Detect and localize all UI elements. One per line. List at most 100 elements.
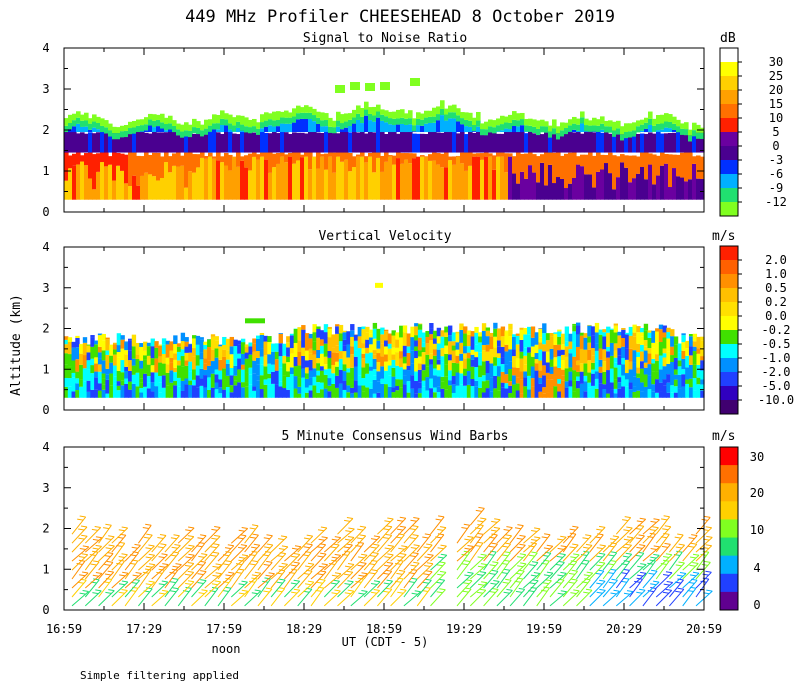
wind-barb-feather (410, 547, 417, 549)
velocity-cell (342, 364, 347, 372)
wind-barb-feather (582, 537, 589, 540)
wind-barb-feather (477, 520, 484, 523)
snr-cell (400, 153, 405, 164)
snr-cell (504, 116, 509, 123)
snr-cell (616, 177, 621, 200)
snr-cell (592, 187, 597, 200)
velocity-cell (451, 332, 457, 342)
snr-cell (296, 119, 301, 133)
wind-barb (655, 516, 670, 535)
velocity-cell (564, 356, 570, 369)
velocity-cell (192, 356, 197, 370)
velocity-cell (229, 336, 235, 347)
velocity-cell (380, 383, 385, 398)
velocity-cell (685, 367, 690, 380)
snr-cell (204, 128, 209, 135)
wind-barb (642, 588, 657, 607)
velocity-cell (572, 380, 577, 392)
wind-barb-feather (198, 555, 205, 558)
velocity-cell (402, 325, 408, 333)
snr-cell (292, 116, 297, 123)
wind-barb-feather (241, 589, 248, 592)
wind-barb-feather (599, 588, 606, 591)
snr-cell (460, 163, 465, 200)
snr-cell (136, 125, 141, 133)
wind-barb (111, 527, 129, 544)
wind-barb (244, 572, 262, 589)
velocity-cell (579, 348, 585, 364)
wind-barb (469, 508, 485, 526)
snr-cell (620, 154, 625, 163)
colorbar-label: 25 (769, 69, 783, 83)
wind-barb-feather (303, 572, 310, 575)
velocity-cell (466, 371, 472, 385)
velocity-cell (553, 366, 558, 377)
velocity-cell (576, 322, 581, 326)
wind-barb (177, 554, 195, 571)
colorbar-swatch (720, 483, 738, 502)
snr-cell (284, 132, 289, 153)
snr-cell (324, 113, 329, 121)
velocity-cell (350, 324, 355, 331)
snr-cell (284, 162, 289, 200)
wind-barb (655, 526, 672, 544)
snr-cell (348, 132, 353, 153)
snr-cell (76, 164, 81, 200)
velocity-cell (282, 363, 287, 376)
wind-barb-feather (320, 552, 327, 555)
wind-barb (416, 571, 433, 589)
snr-cell (296, 160, 301, 200)
snr-cell (612, 130, 617, 153)
wind-barb (456, 588, 472, 607)
snr-cell (420, 113, 425, 120)
velocity-cell (316, 382, 321, 393)
wind-barb-feather (676, 550, 683, 553)
velocity-cell (481, 381, 487, 393)
snr-cell (124, 124, 129, 131)
velocity-cell (384, 346, 389, 355)
snr-cell (668, 128, 673, 133)
velocity-cell (286, 356, 291, 363)
velocity-cell (572, 391, 577, 398)
velocity-cell (342, 339, 347, 346)
velocity-cell (64, 364, 69, 378)
wind-barb-feather (197, 582, 204, 584)
wind-barb-feather (222, 581, 229, 584)
velocity-cell (557, 383, 562, 392)
velocity-cell (572, 356, 577, 371)
wind-barb (576, 551, 590, 571)
wind-barb-feather (640, 571, 647, 574)
wind-barb-feather (215, 563, 222, 566)
snr-cell (228, 123, 233, 130)
noon-label: noon (212, 642, 241, 656)
velocity-cell (432, 349, 438, 356)
snr-cell (516, 113, 521, 121)
velocity-cell (613, 343, 619, 351)
wind-barb-feather (107, 570, 114, 573)
wind-barb (589, 534, 604, 553)
snr-cell (248, 119, 253, 128)
velocity-cell (455, 355, 460, 364)
snr-cell (280, 111, 285, 118)
velocity-cell (320, 382, 325, 390)
snr-cell (316, 151, 321, 169)
wind-barb-feather (514, 527, 522, 530)
velocity-cell (297, 377, 302, 387)
velocity-cell (161, 363, 167, 376)
wind-barb-feather (118, 583, 126, 586)
snr-cell (408, 153, 413, 164)
colorbar-swatch (720, 76, 738, 91)
wind-barb (124, 560, 139, 580)
velocity-cell (640, 361, 645, 369)
snr-cell (236, 134, 241, 153)
snr-cell (688, 135, 693, 142)
wind-barb-feather (648, 572, 655, 575)
wind-barb-feather (344, 565, 352, 568)
velocity-cell (327, 329, 332, 338)
wind-barb-feather (531, 551, 538, 554)
velocity-cell (466, 334, 472, 347)
velocity-cell (557, 344, 562, 351)
wind-barb-feather (688, 537, 695, 540)
snr-cell (440, 153, 445, 168)
velocity-cell (150, 372, 155, 383)
